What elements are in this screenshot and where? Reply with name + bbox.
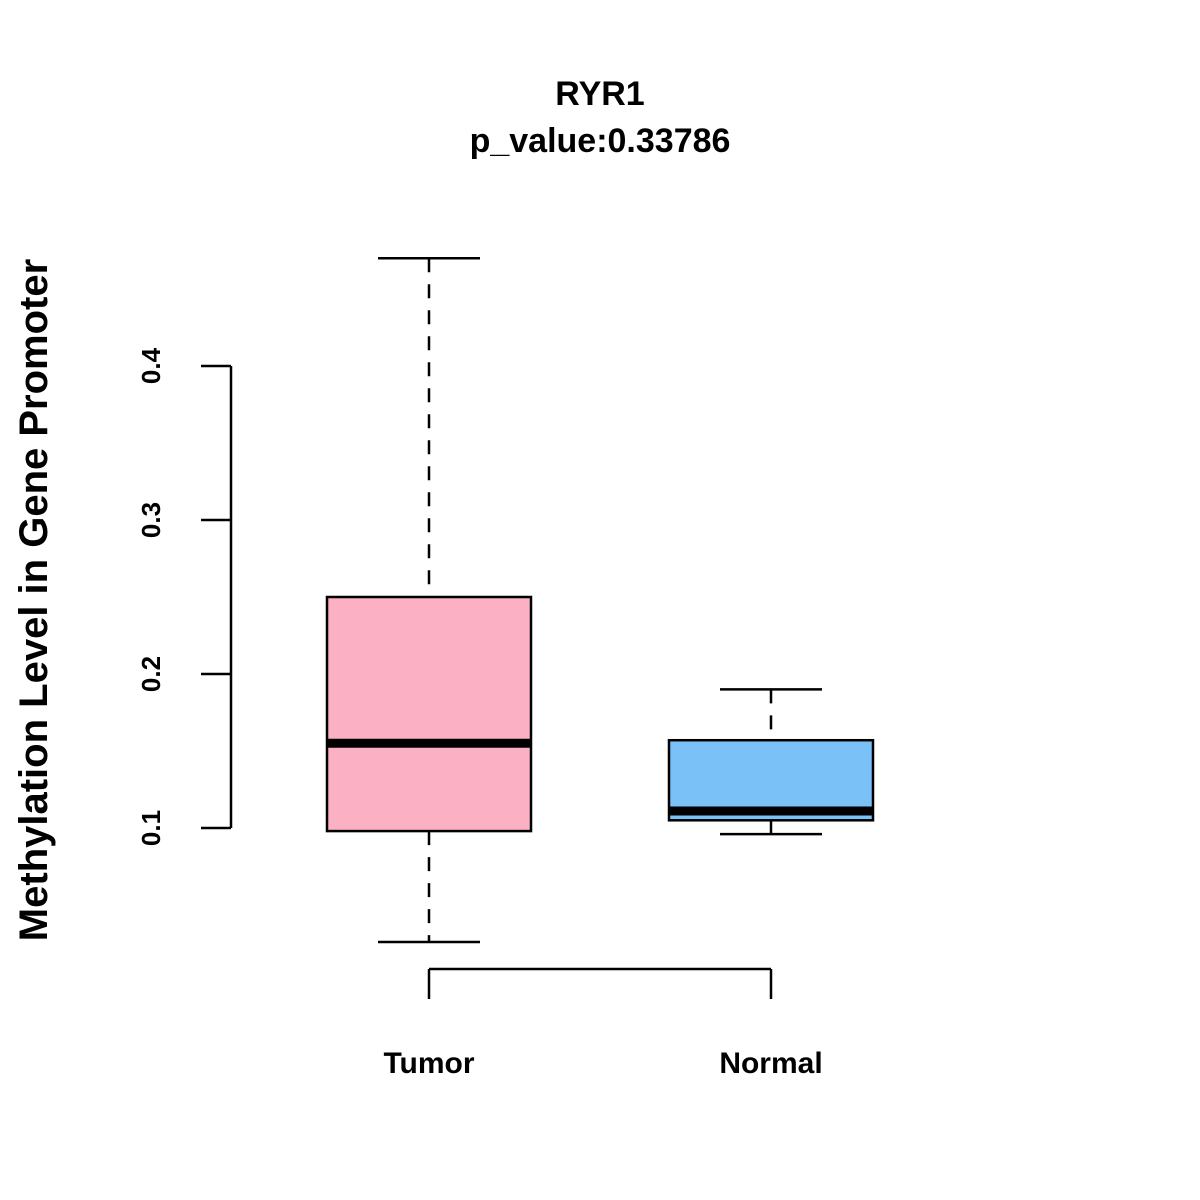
y-tick-label: 0.4 <box>136 347 166 384</box>
y-tick-label: 0.3 <box>136 502 166 538</box>
boxes-group <box>325 256 875 944</box>
iqr-box <box>325 595 533 833</box>
box-normal <box>667 688 875 836</box>
chart-subtitle: p_value:0.33786 <box>470 122 731 160</box>
x-tick-label-tumor: Tumor <box>383 1047 474 1080</box>
x-tick-label-normal: Normal <box>719 1047 822 1080</box>
box-tumor <box>325 256 533 944</box>
chart-title: RYR1 <box>555 75 644 113</box>
y-tick-label: 0.2 <box>136 656 166 692</box>
y-tick-label: 0.1 <box>136 810 166 846</box>
y-axis-label: Methylation Level in Gene Promoter <box>12 259 56 941</box>
y-axis: 0.1 0.2 0.3 0.4 <box>136 347 233 846</box>
x-axis: Tumor Normal <box>383 967 823 1080</box>
